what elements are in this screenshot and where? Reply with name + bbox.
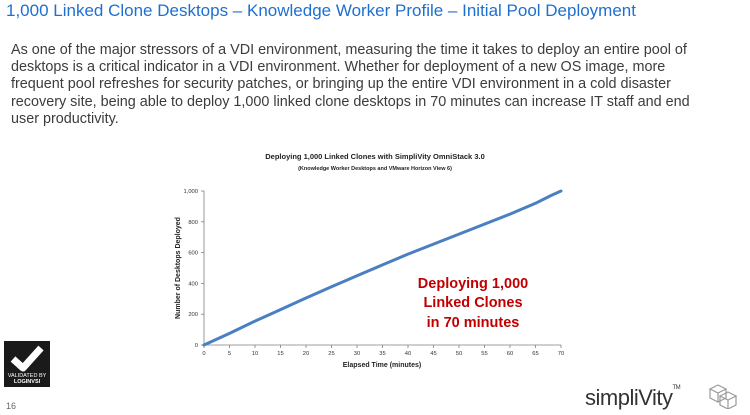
- badge-line-1: VALIDATED BY: [7, 373, 47, 379]
- badge-line-2: LOGINVSI: [13, 379, 41, 385]
- annotation-line-3: in 70 minutes: [427, 315, 520, 331]
- cube-logo-icon: [708, 384, 738, 409]
- x-tick-label: 60: [507, 351, 513, 357]
- x-tick-label: 70: [558, 351, 564, 357]
- x-tick-label: 55: [481, 351, 487, 357]
- chart-subtitle: (Knowledge Worker Desktops and VMware Ho…: [298, 166, 452, 172]
- y-tick-label: 200: [188, 312, 198, 318]
- x-tick-label: 25: [328, 351, 334, 357]
- x-tick-label: 30: [354, 351, 360, 357]
- x-tick-label: 15: [277, 351, 283, 357]
- intro-line: desktops is a critical indicator in a VD…: [11, 59, 666, 76]
- intro-line: frequent pool refreshes for security pat…: [11, 76, 671, 93]
- brand-wordmark: simpliVity: [585, 385, 673, 410]
- x-tick-label: 40: [405, 351, 411, 357]
- x-tick-label: 65: [532, 351, 538, 357]
- checkmark-icon: [10, 345, 44, 372]
- x-tick-label: 45: [430, 351, 436, 357]
- x-tick-label: 20: [303, 351, 309, 357]
- y-tick-label: 1,000: [183, 189, 198, 195]
- series-line: [202, 189, 563, 347]
- y-tick-label: 0: [195, 343, 198, 349]
- annotation-line-2: Linked Clones: [423, 295, 522, 311]
- x-tick-label: 5: [228, 351, 231, 357]
- simplivity-logo: simpliVityTM: [585, 385, 681, 411]
- annotation-line-1: Deploying 1,000: [418, 276, 528, 292]
- x-tick-label: 0: [202, 351, 205, 357]
- brand-trademark: TM: [672, 385, 681, 391]
- y-axis-label: Number of Desktops Deployed: [175, 217, 182, 319]
- intro-line: user productivity.: [11, 110, 119, 127]
- x-axis-label: Elapsed Time (minutes): [343, 362, 421, 369]
- x-tick-label: 10: [252, 351, 258, 357]
- chart-title: Deploying 1,000 Linked Clones with Simpl…: [265, 152, 485, 161]
- validated-badge: VALIDATED BY LOGINVSI: [4, 341, 50, 387]
- intro-line: recovery site, being able to deploy 1,00…: [11, 93, 690, 110]
- intro-paragraph: As one of the major stressors of a VDI e…: [11, 42, 733, 128]
- y-tick-label: 800: [188, 220, 198, 226]
- intro-line: As one of the major stressors of a VDI e…: [11, 42, 687, 58]
- x-tick-label: 50: [456, 351, 462, 357]
- y-tick-label: 400: [188, 281, 198, 287]
- y-tick-label: 600: [188, 251, 198, 257]
- slide-title: 1,000 Linked Clone Desktops – Knowledge …: [6, 1, 636, 20]
- page-number: 16: [6, 401, 17, 411]
- x-tick-label: 35: [379, 351, 385, 357]
